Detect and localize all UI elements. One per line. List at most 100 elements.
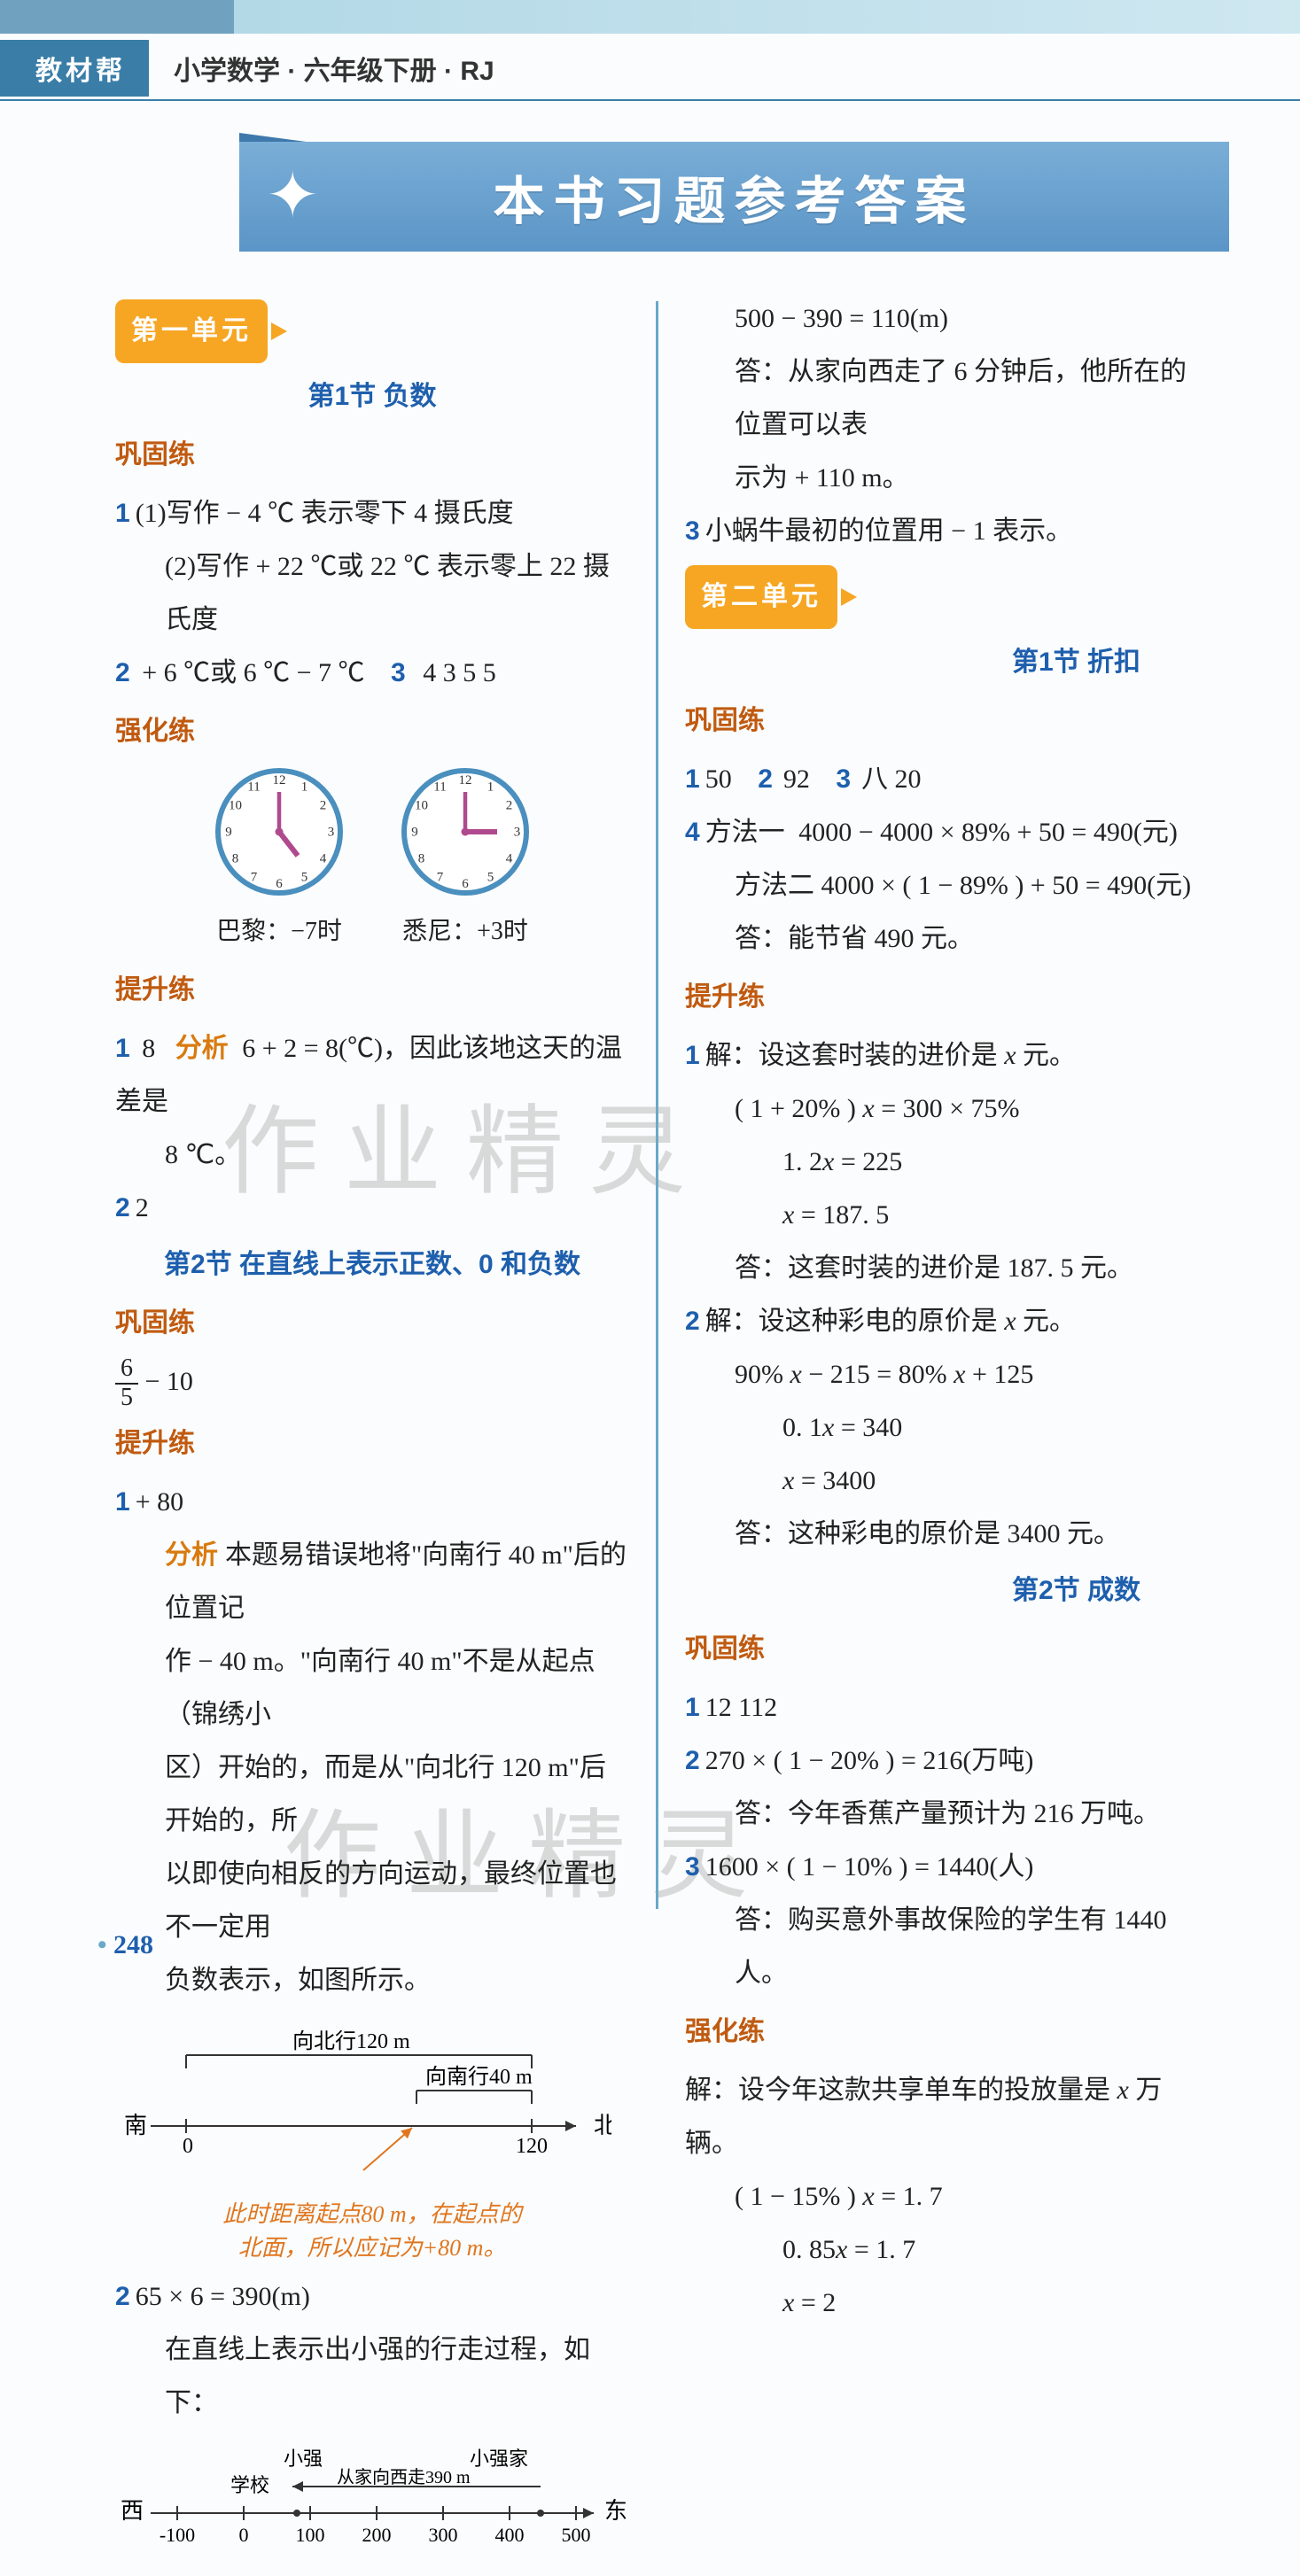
- item: 22: [115, 1182, 629, 1235]
- item: 2 + 6 ℃或 6 ℃ − 7 ℃ 3 4 3 5 5: [115, 647, 629, 700]
- item: 答：从家向西走了 6 分钟后，他所在的位置可以表: [685, 345, 1194, 452]
- clock-caption: 巴黎：−7时: [213, 905, 346, 958]
- svg-text:0: 0: [239, 2524, 249, 2546]
- item: 90% x − 215 = 80% x + 125: [685, 1348, 1194, 1401]
- item: 作 − 40 m。"向南行 40 m"不是从起点（锦绣小: [115, 1635, 629, 1742]
- item: 答：能节省 490 元。: [685, 912, 1194, 966]
- clock-paris: 1212 345 678 91011: [213, 765, 346, 898]
- subhead-tisheng: 提升练: [115, 1417, 629, 1470]
- left-column: 第一单元 第1节 负数 巩固练 1(1)写作 − 4 ℃ 表示零下 4 摄氏度 …: [89, 292, 656, 1918]
- item: (2)写作 + 22 ℃或 22 ℃ 表示零上 22 摄氏度: [115, 540, 629, 647]
- item: 31600 × ( 1 − 10% ) = 1440(人): [685, 1841, 1194, 1894]
- item: 答：这种彩电的原价是 3400 元。: [685, 1508, 1194, 1561]
- svg-text:100: 100: [296, 2524, 325, 2546]
- svg-text:120: 120: [516, 2135, 548, 2158]
- svg-text:10: 10: [415, 799, 428, 813]
- svg-text:学校: 学校: [230, 2474, 269, 2496]
- item: 以即使向相反的方向运动，最终位置也不一定用: [115, 1848, 629, 1954]
- svg-text:200: 200: [362, 2524, 392, 2546]
- section-title: 第1节 折扣: [685, 636, 1194, 689]
- subhead-tisheng: 提升练: [685, 971, 1194, 1024]
- svg-text:5: 5: [487, 871, 494, 885]
- scan-top-edge: [0, 0, 1300, 34]
- section-title: 第1节 负数: [115, 370, 629, 423]
- item: 解：设今年这款共享单车的投放量是 x 万辆。: [685, 2064, 1194, 2170]
- item: 8 ℃。: [115, 1129, 629, 1182]
- item: ( 1 + 20% ) x = 300 × 75%: [685, 1082, 1194, 1136]
- unit-pill: 第一单元: [115, 299, 268, 363]
- right-column: 500 − 390 = 110(m) 答：从家向西走了 6 分钟后，他所在的位置…: [658, 292, 1220, 1918]
- svg-text:300: 300: [429, 2524, 458, 2546]
- diagram-note: 此时距离起点80 m，在起点的: [115, 2198, 629, 2231]
- svg-text:2: 2: [320, 799, 327, 813]
- item: 3小蜗牛最初的位置用 − 1 表示。: [685, 505, 1194, 558]
- svg-text:3: 3: [328, 826, 335, 840]
- svg-text:从家向西走390 m: 从家向西走390 m: [337, 2467, 471, 2487]
- item: x = 187. 5: [685, 1189, 1194, 1242]
- svg-text:0: 0: [183, 2135, 193, 2158]
- header-rule: [0, 99, 1300, 101]
- item: ( 1 − 15% ) x = 1. 7: [685, 2170, 1194, 2223]
- svg-text:-100: -100: [160, 2524, 195, 2546]
- item: 1 8 分析 6 + 2 = 8(℃)，因此该地这天的温差是: [115, 1022, 629, 1129]
- svg-text:向南行40 m: 向南行40 m: [425, 2065, 533, 2089]
- svg-text:7: 7: [251, 871, 258, 885]
- svg-text:向北行120 m: 向北行120 m: [292, 2029, 410, 2053]
- svg-text:6: 6: [462, 877, 469, 891]
- item: 方法二 4000 × ( 1 − 89% ) + 50 = 490(元): [685, 859, 1194, 912]
- svg-text:12: 12: [273, 773, 286, 788]
- svg-text:南: 南: [124, 2113, 147, 2138]
- subhead-qianghua: 强化练: [115, 705, 629, 758]
- svg-text:8: 8: [418, 852, 425, 866]
- item: 示为 + 110 m。: [685, 452, 1194, 505]
- svg-text:东: 东: [604, 2498, 627, 2524]
- item: 答：这套时装的进价是 187. 5 元。: [685, 1242, 1194, 1295]
- svg-text:北: 北: [594, 2113, 611, 2138]
- content-columns: 第一单元 第1节 负数 巩固练 1(1)写作 − 4 ℃ 表示零下 4 摄氏度 …: [89, 292, 1220, 1918]
- section-title: 第2节 成数: [685, 1564, 1194, 1618]
- svg-text:1: 1: [301, 780, 308, 795]
- subhead-gonggu: 巩固练: [115, 429, 629, 482]
- item: 区）开始的，而是从"向北行 120 m"后开始的，所: [115, 1742, 629, 1848]
- item: 150 292 3八 20: [685, 753, 1194, 806]
- svg-text:7: 7: [437, 871, 444, 885]
- page-number: 248: [97, 1930, 153, 1960]
- fraction: 6 5: [115, 1355, 138, 1412]
- item: 答：今年香蕉产量预计为 216 万吨。: [685, 1788, 1194, 1841]
- item: 0. 1x = 340: [685, 1401, 1194, 1455]
- banner-title: 本书习题参考答案: [239, 142, 1229, 252]
- svg-text:4: 4: [506, 852, 513, 866]
- subhead-gonggu: 巩固练: [685, 1623, 1194, 1676]
- item: 分析本题易错误地将"向南行 40 m"后的位置记: [115, 1529, 629, 1635]
- svg-text:小强: 小强: [284, 2448, 323, 2470]
- svg-text:西: 西: [121, 2498, 144, 2524]
- subhead-gonggu: 巩固练: [115, 1297, 629, 1350]
- item: 0. 85x = 1. 7: [685, 2223, 1194, 2277]
- item: 2解：设这种彩电的原价是 x 元。: [685, 1295, 1194, 1348]
- item: 112 112: [685, 1681, 1194, 1734]
- item: 2270 × ( 1 − 20% ) = 216(万吨): [685, 1734, 1194, 1788]
- clock-sydney: 1212 345 678 91011: [399, 765, 532, 898]
- item: 265 × 6 = 390(m): [115, 2270, 629, 2324]
- svg-text:9: 9: [411, 826, 418, 840]
- svg-text:9: 9: [225, 826, 232, 840]
- subhead-gonggu: 巩固练: [685, 694, 1194, 748]
- subhead-qianghua: 强化练: [685, 2006, 1194, 2059]
- svg-text:8: 8: [232, 852, 239, 866]
- item: 负数表示，如图所示。: [115, 1954, 629, 2007]
- number-line-diagram-2: 西 东 -1000100 200300400 500: [115, 2442, 629, 2576]
- number-line-diagram-1: 南 北 0 120 向北行120 m 向南行40 m 此时距: [115, 2020, 629, 2265]
- item: x = 2: [685, 2277, 1194, 2330]
- svg-text:11: 11: [247, 780, 260, 795]
- item: 1+ 80: [115, 1476, 629, 1529]
- svg-text:12: 12: [459, 773, 472, 788]
- breadcrumb: 小学数学 · 六年级下册 · RJ: [174, 49, 494, 88]
- svg-text:小强家: 小强家: [470, 2448, 528, 2470]
- section-title: 第2节 在直线上表示正数、0 和负数: [115, 1238, 629, 1292]
- subhead-tisheng: 提升练: [115, 964, 629, 1017]
- item: 1(1)写作 − 4 ℃ 表示零下 4 摄氏度: [115, 487, 629, 540]
- item: 1. 2x = 225: [685, 1136, 1194, 1189]
- svg-text:2: 2: [506, 799, 513, 813]
- item: 4方法一 4000 − 4000 × 89% + 50 = 490(元): [685, 806, 1194, 859]
- header-tab: 教材帮: [0, 40, 149, 97]
